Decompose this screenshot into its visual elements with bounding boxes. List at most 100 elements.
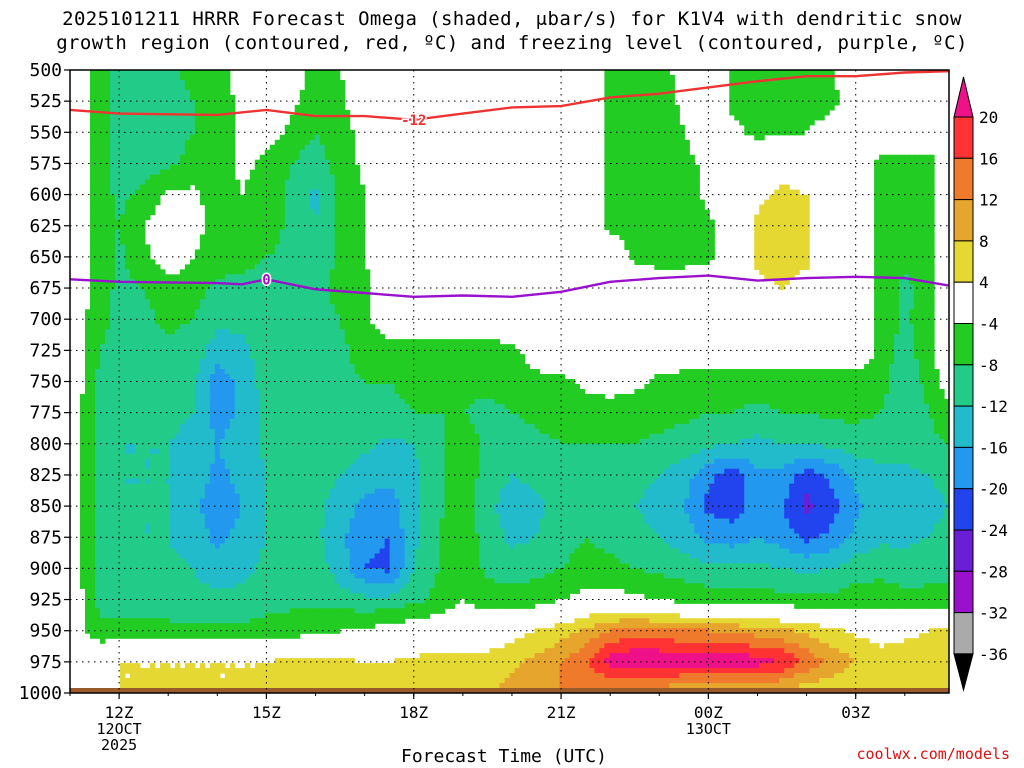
- omega-cell: [464, 344, 471, 350]
- omega-cell: [929, 339, 935, 345]
- omega-cell: [799, 259, 805, 265]
- omega-cell: [894, 244, 900, 251]
- omega-cell: [879, 249, 885, 255]
- omega-cell: [234, 244, 241, 251]
- omega-cell: [114, 119, 121, 126]
- omega-cell: [624, 204, 630, 211]
- omega-cell: [624, 224, 630, 231]
- omega-cell: [99, 154, 106, 161]
- omega-cell: [164, 329, 171, 335]
- omega-cell: [184, 294, 191, 300]
- omega-cell: [144, 299, 151, 305]
- omega-cell: [894, 359, 900, 365]
- omega-cell: [124, 139, 131, 146]
- omega-cell: [239, 294, 246, 300]
- omega-cell: [154, 194, 161, 201]
- omega-cell: [644, 219, 650, 226]
- omega-cell: [819, 89, 825, 96]
- omega-cell: [99, 354, 106, 360]
- omega-cell: [274, 289, 281, 295]
- omega-cell: [234, 364, 241, 370]
- omega-cell: [184, 309, 191, 315]
- omega-cell: [204, 149, 211, 156]
- omega-cell: [139, 99, 146, 106]
- omega-cell: [169, 364, 176, 370]
- omega-cell: [324, 344, 331, 350]
- omega-cell: [174, 329, 181, 335]
- omega-cell: [324, 289, 331, 295]
- omega-cell: [269, 289, 276, 295]
- omega-cell: [149, 284, 156, 290]
- omega-cell: [169, 374, 176, 380]
- omega-cell: [129, 299, 136, 305]
- omega-cell: [784, 104, 790, 111]
- omega-cell: [224, 129, 231, 136]
- omega-cell: [334, 234, 341, 241]
- omega-cell: [169, 334, 176, 340]
- omega-cell: [89, 169, 96, 176]
- omega-cell: [784, 249, 790, 255]
- omega-cell: [759, 224, 765, 231]
- omega-cell: [339, 164, 346, 171]
- omega-cell: [754, 124, 760, 131]
- omega-cell: [199, 269, 206, 275]
- omega-cell: [344, 224, 351, 231]
- omega-cell: [524, 374, 531, 380]
- omega-cell: [149, 94, 156, 101]
- omega-cell: [879, 364, 885, 370]
- omega-cell: [884, 324, 890, 330]
- omega-cell: [199, 109, 206, 116]
- omega-cell: [279, 359, 286, 365]
- omega-cell: [224, 94, 231, 101]
- omega-cell: [894, 219, 900, 226]
- omega-cell: [124, 84, 131, 91]
- omega-cell: [264, 269, 271, 275]
- omega-cell: [799, 119, 805, 126]
- omega-cell: [204, 359, 211, 365]
- omega-cell: [344, 364, 351, 370]
- omega-cell: [209, 74, 216, 81]
- omega-cell: [134, 149, 141, 156]
- omega-cell: [879, 159, 885, 166]
- omega-cell: [179, 359, 186, 365]
- omega-cell: [209, 204, 216, 211]
- omega-cell: [109, 134, 116, 141]
- omega-cell: [409, 354, 416, 360]
- omega-cell: [694, 369, 700, 375]
- omega-cell: [774, 239, 780, 246]
- omega-cell: [489, 359, 496, 365]
- omega-cell: [299, 154, 306, 161]
- omega-cell: [94, 364, 101, 370]
- omega-cell: [779, 224, 785, 231]
- omega-cell: [214, 309, 221, 315]
- omega-cell: [124, 359, 131, 365]
- omega-cell: [124, 149, 131, 156]
- omega-cell: [889, 204, 895, 211]
- omega-cell: [269, 169, 276, 176]
- omega-cell: [319, 299, 326, 305]
- omega-cell: [184, 89, 191, 96]
- omega-cell: [884, 169, 890, 176]
- omega-cell: [94, 284, 101, 290]
- omega-cell: [649, 249, 655, 255]
- omega-cell: [804, 234, 810, 241]
- omega-cell: [784, 129, 790, 136]
- omega-cell: [104, 94, 111, 101]
- omega-cell: [684, 369, 690, 375]
- omega-cell: [129, 99, 136, 106]
- omega-cell: [279, 329, 286, 335]
- omega-cell: [929, 309, 935, 315]
- omega-cell: [674, 204, 680, 211]
- omega-cell: [479, 354, 486, 360]
- omega-cell: [204, 70, 211, 76]
- omega-cell: [89, 244, 96, 251]
- omega-cell: [229, 149, 236, 156]
- omega-cell: [924, 359, 930, 365]
- omega-cell: [224, 84, 231, 91]
- omega-cell: [239, 344, 246, 350]
- omega-cell: [324, 234, 331, 241]
- omega-cell: [669, 239, 675, 246]
- omega-cell: [354, 179, 361, 186]
- omega-cell: [164, 159, 171, 166]
- omega-cell: [799, 70, 805, 76]
